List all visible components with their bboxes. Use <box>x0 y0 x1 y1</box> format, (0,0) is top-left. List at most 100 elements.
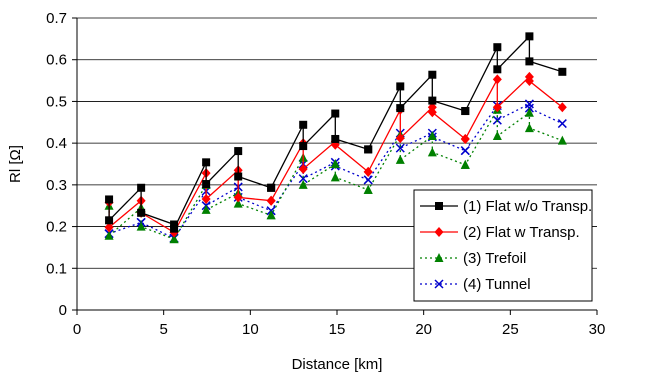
data-point <box>493 43 502 52</box>
data-point <box>170 224 179 233</box>
legend-marker <box>434 279 444 289</box>
x-tick-label: 30 <box>589 321 606 338</box>
data-point <box>105 195 114 204</box>
data-point <box>105 216 114 225</box>
x-axis-title: Distance [km] <box>292 356 383 373</box>
legend-marker <box>434 227 444 237</box>
legend-label: (3) Trefoil <box>463 250 526 267</box>
x-ticks: 0 5 10 15 20 25 30 <box>73 310 606 338</box>
y-tick-label: 0.2 <box>46 219 67 236</box>
data-point <box>493 65 502 74</box>
data-point <box>363 184 373 194</box>
data-point <box>557 119 567 129</box>
y-tick-label: 0 <box>59 302 67 319</box>
legend-entry: (3) Trefoil <box>420 250 526 267</box>
x-tick-label: 25 <box>502 321 519 338</box>
data-point <box>427 147 437 157</box>
data-point <box>492 74 502 85</box>
data-point <box>460 133 470 144</box>
data-point <box>202 180 211 189</box>
data-point <box>298 164 308 175</box>
data-point <box>363 175 373 185</box>
data-point <box>460 146 470 156</box>
x-tick-label: 5 <box>159 321 167 338</box>
data-point <box>427 107 437 118</box>
data-point <box>298 174 308 184</box>
data-point <box>299 142 308 151</box>
legend-label: (1) Flat w/o Transp. <box>463 198 592 215</box>
data-point <box>395 143 405 153</box>
y-tick-label: 0.3 <box>46 177 67 194</box>
data-point <box>266 210 276 220</box>
data-point <box>201 194 211 205</box>
data-point <box>428 96 437 105</box>
data-point <box>331 134 340 143</box>
data-point <box>557 135 567 145</box>
data-point <box>298 179 308 189</box>
data-point <box>137 208 146 217</box>
data-point <box>266 195 276 206</box>
data-point <box>104 230 114 240</box>
data-point <box>396 104 405 113</box>
data-point <box>136 221 146 231</box>
data-point <box>524 99 534 109</box>
data-point <box>524 75 534 86</box>
legend-box <box>413 189 593 302</box>
data-point <box>427 131 437 141</box>
data-point <box>492 131 502 141</box>
y-tick-label: 0.4 <box>46 135 67 152</box>
legend-marker <box>435 202 443 210</box>
y-tick-label: 0.7 <box>46 10 67 27</box>
x-tick-label: 20 <box>415 321 432 338</box>
series-layer <box>104 32 567 244</box>
data-point <box>525 32 534 41</box>
data-point <box>364 145 373 154</box>
data-point <box>557 102 567 113</box>
data-point <box>299 120 308 129</box>
legend-label: (2) Flat w Transp. <box>463 224 580 241</box>
data-point <box>137 183 146 192</box>
data-point <box>202 158 211 167</box>
y-axis-title: Rl [Ω] <box>7 145 24 183</box>
data-point <box>201 204 211 214</box>
data-point <box>104 222 114 233</box>
legend: (1) Flat w/o Transp. (2) Flat w Transp. (3… <box>413 189 593 302</box>
data-point <box>363 166 373 177</box>
x-tick-label: 15 <box>329 321 346 338</box>
data-point <box>395 154 405 164</box>
data-point <box>492 102 502 113</box>
data-point <box>524 123 534 133</box>
data-point <box>169 234 179 244</box>
y-tick-label: 0.1 <box>46 260 67 277</box>
data-point <box>428 70 437 79</box>
data-point <box>234 147 243 156</box>
legend-marker <box>434 253 444 262</box>
data-point <box>427 102 437 113</box>
data-point <box>396 82 405 91</box>
series <box>105 32 567 233</box>
data-point <box>330 159 340 168</box>
y-ticks: 0 0.1 0.2 0.3 0.4 0.5 0.6 0.7 <box>46 10 77 319</box>
legend-entry: (1) Flat w/o Transp. <box>420 198 592 215</box>
y-tick-label: 0.6 <box>46 52 67 69</box>
data-point <box>460 159 470 169</box>
data-point <box>331 109 340 118</box>
data-point <box>558 67 567 76</box>
data-point <box>524 107 534 117</box>
data-point <box>267 183 276 192</box>
y-tick-label: 0.5 <box>46 93 67 110</box>
data-point <box>525 57 534 66</box>
data-point <box>461 107 470 116</box>
x-tick-label: 0 <box>73 321 81 338</box>
data-point <box>330 172 340 182</box>
x-tick-label: 10 <box>242 321 259 338</box>
data-point <box>233 192 243 203</box>
data-point <box>233 198 243 208</box>
legend-entry: (4) Tunnel <box>420 276 531 293</box>
data-point <box>395 133 405 144</box>
legend-entry: (2) Flat w Transp. <box>420 224 580 241</box>
data-point <box>234 172 243 181</box>
data-point <box>170 220 179 229</box>
legend-label: (4) Tunnel <box>463 276 531 293</box>
